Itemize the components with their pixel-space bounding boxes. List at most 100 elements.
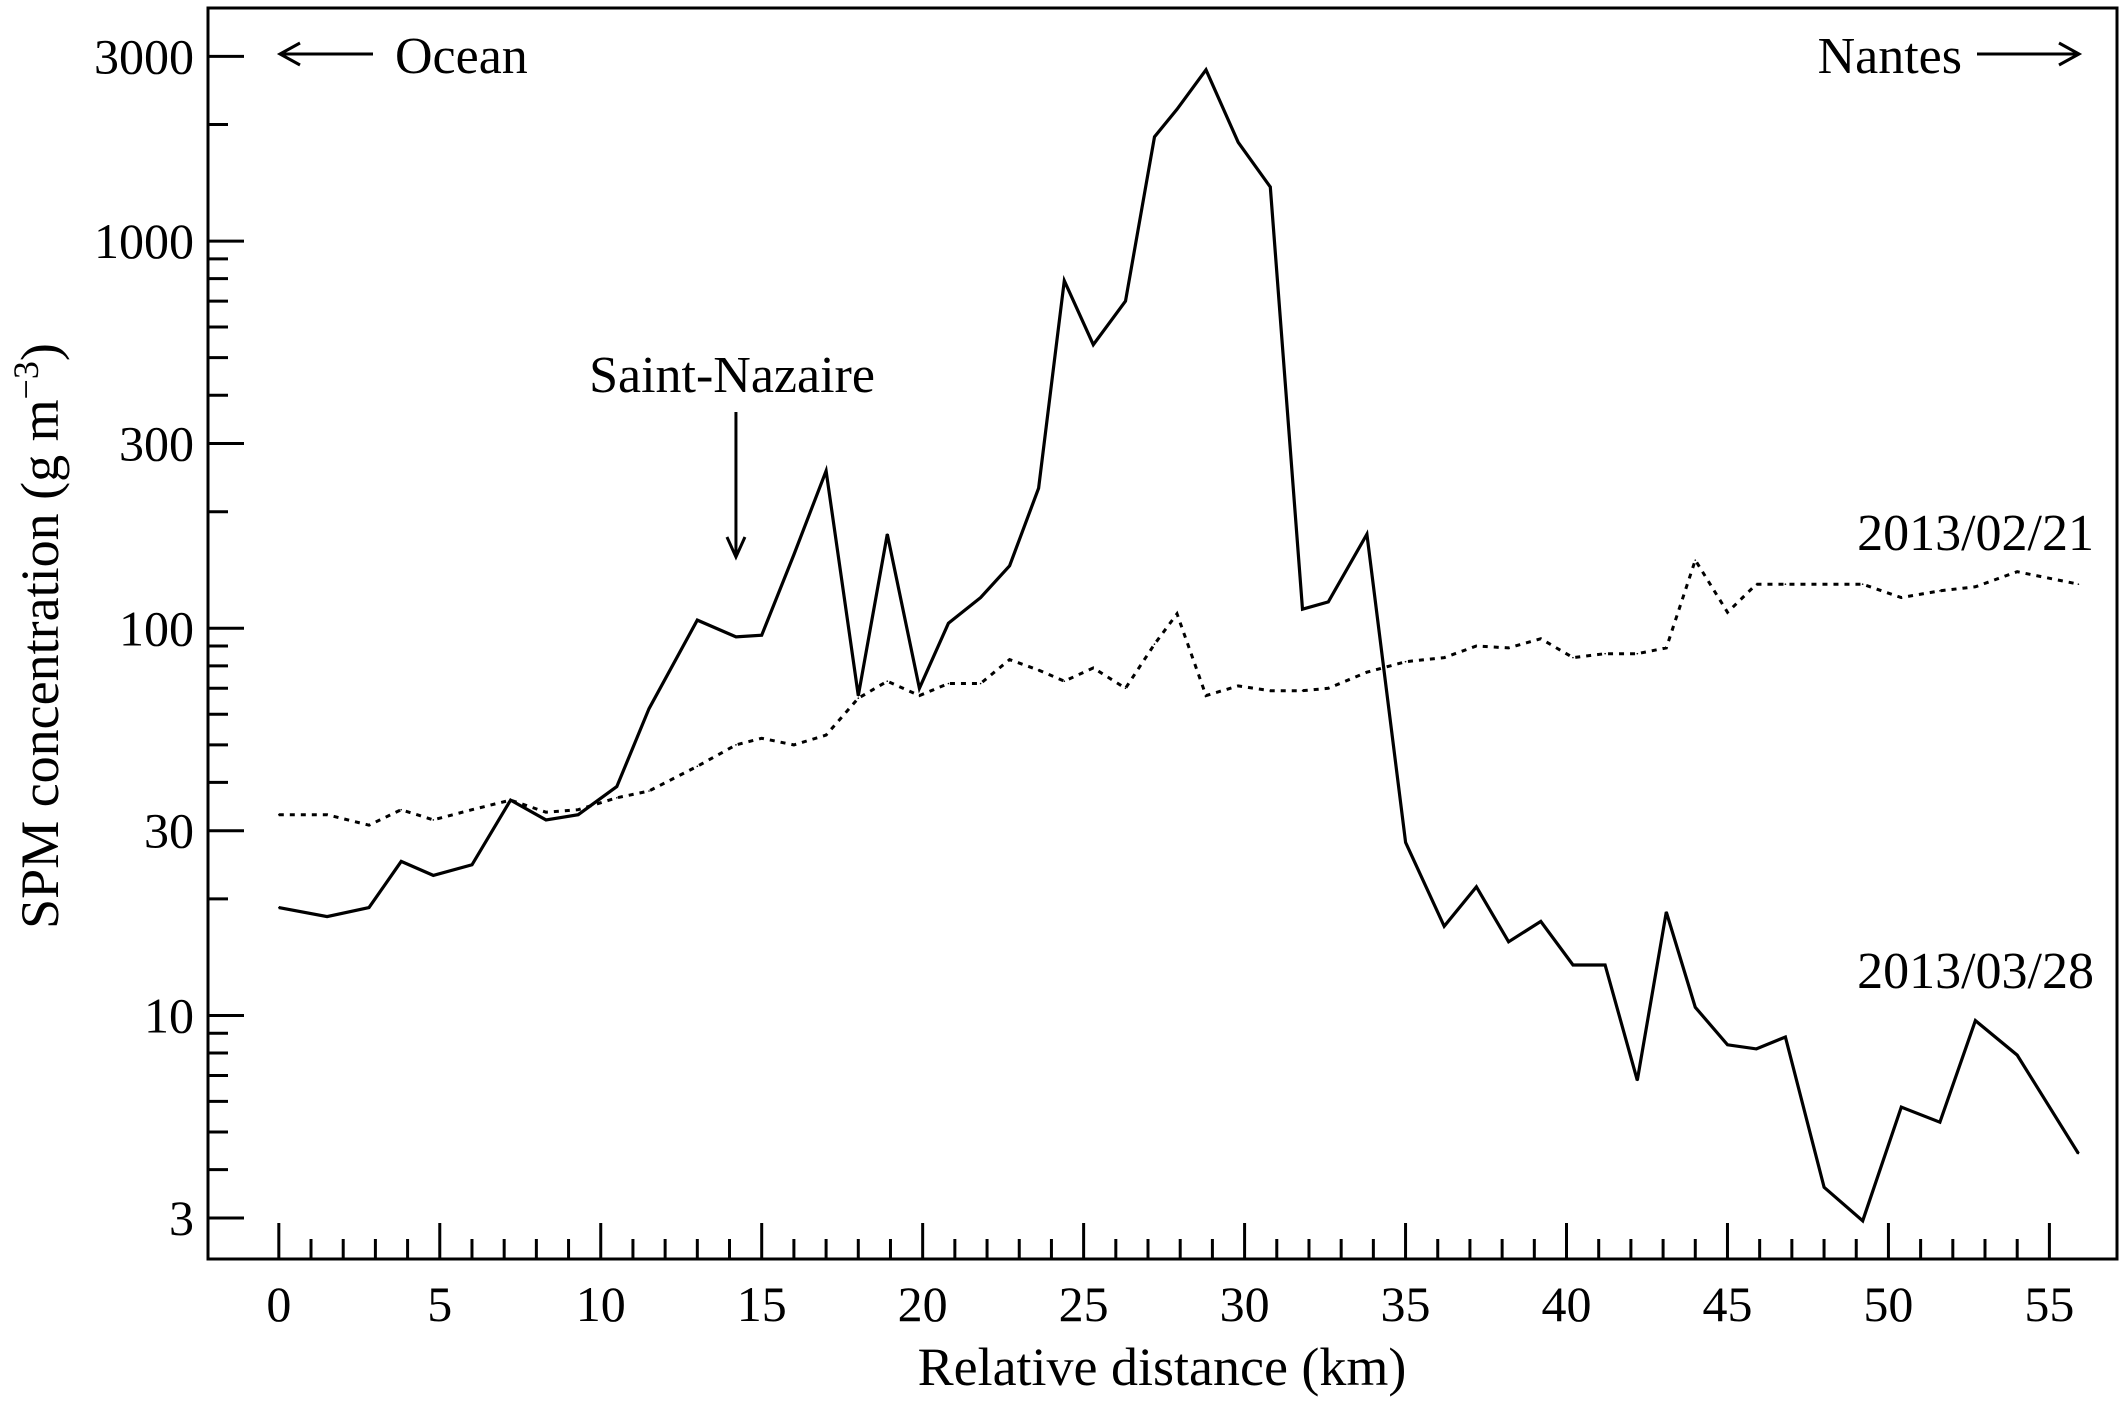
y-axis-label-exponent: −3 xyxy=(6,361,46,399)
data-point xyxy=(1939,589,1941,592)
series-layer xyxy=(278,66,2080,1224)
data-point xyxy=(1694,1006,1697,1009)
data-point xyxy=(648,707,650,710)
data-point xyxy=(1572,964,1574,966)
data-point xyxy=(1153,135,1156,138)
data-point xyxy=(1008,658,1011,661)
data-point xyxy=(471,864,473,866)
data-point xyxy=(326,915,328,918)
x-tick-label: 50 xyxy=(1863,1276,1913,1332)
data-point xyxy=(1124,687,1127,690)
data-point xyxy=(1443,656,1445,659)
data-point xyxy=(577,813,580,816)
x-tick-label: 20 xyxy=(898,1276,948,1332)
data-point xyxy=(1823,583,1825,585)
down-arrow-icon xyxy=(725,412,747,561)
y-tick-label: 3 xyxy=(169,1190,194,1246)
data-point xyxy=(1063,680,1066,683)
data-point xyxy=(648,790,650,792)
data-point xyxy=(1939,1121,1941,1124)
data-point xyxy=(1237,141,1239,144)
data-point xyxy=(825,470,827,472)
data-point xyxy=(1366,533,1368,535)
y-tick-label: 10 xyxy=(144,987,194,1043)
data-point xyxy=(793,744,795,746)
data-point xyxy=(1366,671,1368,674)
x-tick-label: 10 xyxy=(576,1276,626,1332)
data-point xyxy=(979,596,982,599)
left-arrow-icon xyxy=(276,41,373,67)
data-point xyxy=(471,808,473,811)
data-point xyxy=(947,622,950,625)
plot-frame xyxy=(206,6,2119,1261)
data-point xyxy=(432,819,435,821)
data-point xyxy=(1755,583,1758,585)
data-point xyxy=(918,694,921,697)
data-point xyxy=(1636,1079,1639,1082)
data-point xyxy=(616,785,618,788)
data-point xyxy=(1404,841,1407,844)
data-point xyxy=(1176,108,1178,111)
data-point xyxy=(1037,487,1040,490)
x-axis-label: Relative distance (km) xyxy=(918,1337,1407,1397)
data-point xyxy=(1900,1106,1903,1108)
saint-nazaire-label: Saint-Nazaire xyxy=(589,347,875,404)
saint-nazaire-annotation: Saint-Nazaire xyxy=(589,347,875,561)
x-tick-label: 0 xyxy=(266,1276,291,1332)
data-point xyxy=(979,682,982,685)
x-tick-label: 30 xyxy=(1220,1276,1270,1332)
y-tick-label: 100 xyxy=(119,600,194,656)
data-point xyxy=(857,697,860,699)
data-point xyxy=(1124,300,1127,302)
data-point xyxy=(918,687,921,690)
y-axis-label-close: ) xyxy=(10,343,70,361)
x-tick-label: 40 xyxy=(1542,1276,1592,1332)
data-point xyxy=(1404,660,1407,663)
data-point xyxy=(1539,920,1542,923)
data-point xyxy=(1507,647,1510,649)
data-point xyxy=(735,744,737,746)
series-2013-02-21 xyxy=(278,556,2080,827)
data-point xyxy=(545,819,547,821)
data-point xyxy=(278,813,280,816)
y-tick-label: 3000 xyxy=(94,28,194,84)
data-point xyxy=(1784,583,1787,585)
data-point xyxy=(2016,1054,2019,1056)
data-point xyxy=(886,680,889,683)
data-point xyxy=(735,636,737,638)
data-point xyxy=(1176,613,1178,615)
data-point xyxy=(696,765,699,768)
data-point xyxy=(616,796,618,799)
y-axis-ticks: 3 10 30 100 300 1000 3000 xyxy=(94,6,244,1246)
data-point xyxy=(278,906,280,909)
data-point xyxy=(1269,689,1272,692)
x-tick-label: 55 xyxy=(2024,1276,2074,1332)
data-point xyxy=(857,694,860,697)
data-point xyxy=(1665,911,1668,913)
series-label-2013-03-28: 2013/03/28 xyxy=(1857,943,2094,1000)
data-point xyxy=(1974,585,1977,588)
x-tick-label: 25 xyxy=(1059,1276,1109,1332)
x-tick-label: 45 xyxy=(1702,1276,1752,1332)
data-point xyxy=(1861,583,1864,585)
data-point xyxy=(1475,885,1478,888)
data-point xyxy=(1037,669,1040,671)
data-point xyxy=(1327,687,1330,690)
data-point xyxy=(1301,608,1304,611)
data-point xyxy=(1507,940,1510,943)
data-point xyxy=(1092,343,1095,346)
data-point xyxy=(1784,1036,1787,1038)
x-tick-label: 15 xyxy=(737,1276,787,1332)
x-tick-label: 5 xyxy=(427,1276,452,1332)
data-point xyxy=(509,799,512,801)
series-line-2013-02-21 xyxy=(278,556,2079,827)
data-point xyxy=(1974,1019,1977,1022)
data-point xyxy=(368,824,370,827)
data-point xyxy=(1237,685,1239,687)
data-point xyxy=(1861,1219,1864,1222)
data-point xyxy=(1327,601,1330,603)
ocean-annotation: Ocean xyxy=(276,28,528,85)
y-tick-label: 1000 xyxy=(94,213,194,269)
data-point xyxy=(1694,559,1697,561)
data-point xyxy=(760,737,763,740)
